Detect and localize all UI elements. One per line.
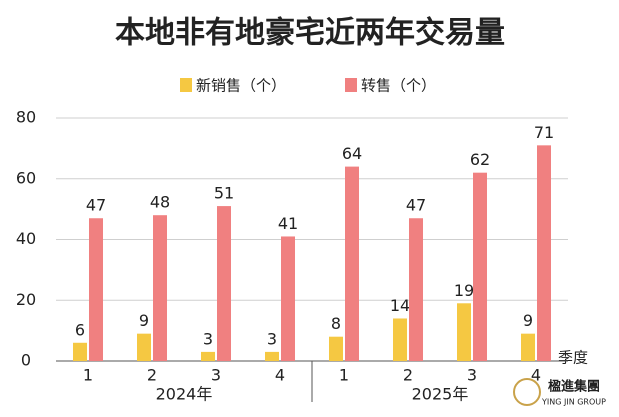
watermark-logo	[513, 378, 541, 406]
x-tick-label: 4	[275, 366, 285, 385]
x-axis-label: 季度	[558, 349, 588, 367]
bar	[329, 336, 343, 361]
legend-swatch	[345, 78, 357, 92]
y-tick-label: 80	[16, 108, 36, 127]
data-label: 47	[406, 196, 426, 215]
data-label: 62	[470, 150, 490, 169]
bar	[345, 166, 359, 361]
legend-label: 转售（个）	[361, 77, 436, 95]
y-tick-label: 0	[21, 351, 31, 370]
data-label: 64	[342, 144, 362, 163]
data-label: 3	[203, 329, 213, 348]
group-label: 2024年	[156, 385, 213, 404]
watermark-name: 楹進集團	[548, 379, 600, 395]
bar	[137, 333, 151, 361]
data-label: 41	[278, 214, 298, 233]
x-tick-label: 1	[339, 366, 349, 385]
data-label: 14	[390, 296, 410, 315]
y-tick-label: 40	[16, 229, 36, 248]
data-label: 3	[267, 329, 277, 348]
bar	[153, 215, 167, 361]
bar	[393, 318, 407, 361]
bar	[409, 218, 423, 361]
x-tick-label: 4	[531, 366, 541, 385]
data-label: 6	[75, 320, 85, 339]
x-tick-label: 3	[211, 366, 221, 385]
legend-swatch	[180, 78, 192, 92]
bar	[217, 206, 231, 361]
x-tick-label: 1	[83, 366, 93, 385]
group-label: 2025年	[412, 385, 469, 404]
y-tick-label: 60	[16, 168, 36, 187]
bar	[89, 218, 103, 361]
data-label: 51	[214, 184, 234, 203]
x-tick-label: 2	[403, 366, 413, 385]
data-label: 9	[523, 311, 533, 330]
data-label: 47	[86, 196, 106, 215]
bar	[265, 351, 279, 361]
legend-label: 新销售（个）	[196, 77, 286, 95]
data-label: 48	[150, 193, 170, 212]
watermark-subtitle: YING JIN GROUP	[541, 398, 606, 407]
bar	[473, 172, 487, 361]
x-tick-label: 3	[467, 366, 477, 385]
bar	[201, 351, 215, 361]
bar	[537, 145, 551, 361]
bar	[73, 342, 87, 361]
data-label: 71	[534, 123, 554, 142]
watermark: 楹進集團 YING JIN GROUP	[513, 378, 606, 407]
chart-title: 本地非有地豪宅近两年交易量	[115, 16, 505, 51]
data-label: 19	[454, 281, 474, 300]
y-tick-label: 20	[16, 290, 36, 309]
x-tick-label: 2	[147, 366, 157, 385]
bar	[281, 236, 295, 361]
data-label: 9	[139, 311, 149, 330]
bar	[521, 333, 535, 361]
data-label: 8	[331, 314, 341, 333]
bar	[457, 303, 471, 361]
